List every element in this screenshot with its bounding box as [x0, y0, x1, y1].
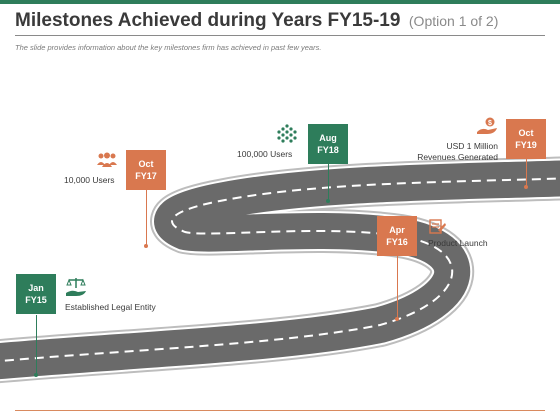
milestone-month: Jan: [28, 283, 44, 293]
milestone-month: Oct: [518, 128, 534, 138]
milestone-dot-apr-fy16: [395, 317, 399, 321]
milestone-dot-oct-fy17: [144, 244, 148, 248]
users-group-icon: [97, 152, 117, 167]
milestone-text-oct-fy17: 10,000 Users: [64, 175, 115, 185]
milestone-pole-oct-fy19: [526, 159, 527, 187]
milestone-year: FY19: [515, 140, 537, 150]
milestone-sign-aug-fy18: Aug FY18: [308, 124, 348, 164]
subtitle: The slide provides information about the…: [15, 43, 322, 52]
milestone-sign-apr-fy16: Apr FY16: [377, 216, 417, 256]
milestone-text-jan-fy15: Established Legal Entity: [65, 302, 156, 312]
milestone-pole-oct-fy17: [146, 190, 147, 246]
milestone-month: Apr: [389, 225, 405, 235]
crowd-icon: [277, 124, 297, 143]
svg-text:$: $: [488, 120, 492, 127]
road-center-line: [0, 177, 560, 363]
milestone-dot-oct-fy19: [524, 185, 528, 189]
money-hand-icon: $: [477, 117, 497, 134]
milestone-month: Aug: [319, 133, 337, 143]
milestone-text-aug-fy18: 100,000 Users: [237, 149, 293, 159]
milestone-pole-apr-fy16: [397, 255, 398, 319]
milestone-dot-aug-fy18: [326, 199, 330, 203]
footer-divider: [15, 410, 545, 411]
scales-hand-icon: [66, 278, 86, 296]
top-accent-bar: [0, 0, 560, 4]
milestone-dot-jan-fy15: [34, 373, 38, 377]
milestone-year: FY16: [386, 237, 408, 247]
milestone-sign-jan-fy15: Jan FY15: [16, 274, 56, 314]
milestone-text-apr-fy16: Product Launch: [428, 238, 488, 248]
milestone-month: Oct: [138, 159, 154, 169]
milestone-sign-oct-fy17: Oct FY17: [126, 150, 166, 190]
milestone-pole-jan-fy15: [36, 315, 37, 375]
launch-checklist-icon: [429, 219, 446, 234]
milestone-year: FY15: [25, 295, 47, 305]
milestone-pole-aug-fy18: [328, 164, 329, 202]
milestone-year: FY17: [135, 171, 157, 181]
milestone-year: FY18: [317, 145, 339, 155]
milestone-sign-oct-fy19: Oct FY19: [506, 119, 546, 159]
title-option: (Option 1 of 2): [408, 13, 499, 29]
title-divider: [15, 35, 545, 36]
milestone-text-oct-fy19: USD 1 Million Revenues Generated: [417, 141, 498, 162]
page-title: Milestones Achieved during Years FY15-19…: [15, 10, 498, 32]
title-text: Milestones Achieved during Years FY15-19: [15, 10, 401, 31]
